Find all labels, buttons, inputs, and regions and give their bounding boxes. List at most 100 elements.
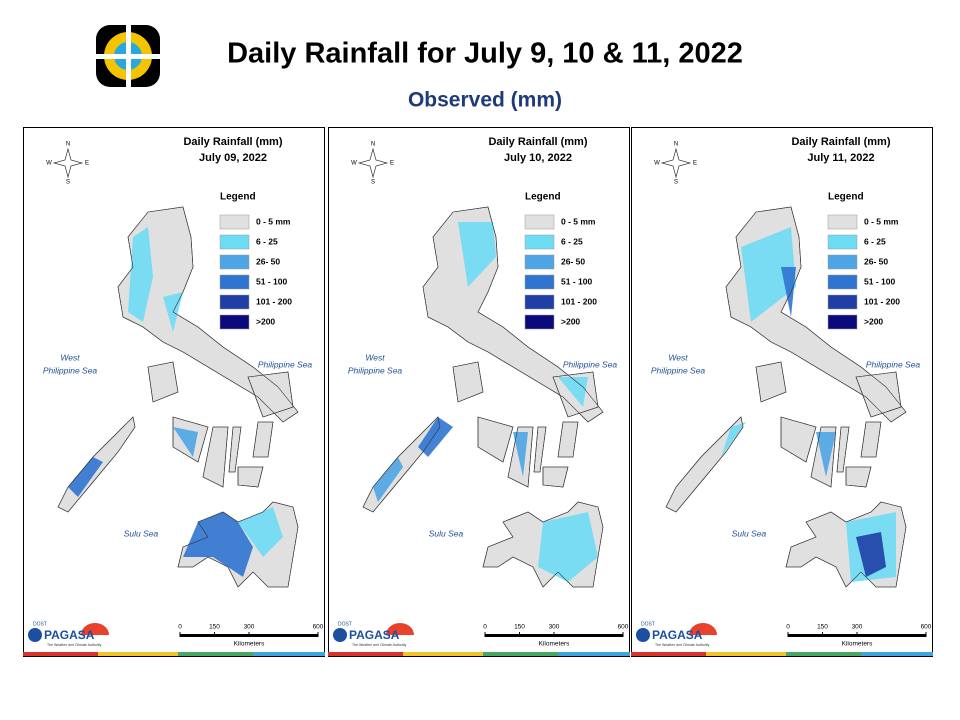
rainfall-area [721, 422, 746, 457]
logo-tagline: The Weather and Climate Authority [655, 643, 710, 647]
boundary [542, 466, 569, 488]
sea-label: Philippine Sea [866, 359, 921, 369]
scale-tick-label: 600 [313, 624, 324, 631]
logo-umbrella [689, 623, 717, 635]
rainfall-area [68, 457, 103, 497]
logo-top: DOST [338, 621, 352, 627]
legend-label: 26- 50 [561, 256, 585, 266]
scale-tick-label: 600 [921, 624, 932, 631]
rainfall-area [238, 507, 283, 557]
logo-name: PAGASA [349, 628, 400, 642]
boundary [172, 416, 209, 463]
sea-label: Sulu Sea [732, 528, 767, 538]
rainfall-area [513, 432, 528, 477]
rainfall-area [856, 532, 886, 577]
legend-label: 6 - 25 [864, 236, 886, 246]
legend-label: >200 [561, 316, 580, 326]
legend-swatch [524, 254, 555, 270]
logo-tagline: The Weather and Climate Authority [47, 643, 102, 647]
legend-label: 101 - 200 [561, 296, 597, 306]
boundary [477, 416, 514, 463]
boundary [482, 501, 604, 588]
legend-swatch [524, 214, 555, 230]
scale-tick-label: 150 [817, 624, 828, 631]
boundary [422, 206, 604, 423]
legend-label: 51 - 100 [864, 276, 895, 286]
legend-swatch [827, 234, 858, 250]
color-strip [403, 652, 483, 656]
boundary [665, 416, 744, 513]
logo-mark [333, 628, 347, 642]
compass-label: S [371, 180, 375, 186]
compass-label: E [85, 161, 89, 167]
legend-swatch [219, 214, 250, 230]
map-panel: Daily Rainfall (mm) July 10, 2022 N E S W Lege… [328, 127, 630, 657]
legend-swatch [524, 294, 555, 310]
boundary [810, 426, 837, 488]
compass-label: N [674, 142, 678, 148]
legend-swatch [524, 234, 555, 250]
legend-swatch [827, 294, 858, 310]
boundary [725, 206, 907, 423]
legend-swatch [524, 314, 555, 330]
scale-tick-label: 300 [549, 624, 560, 631]
boundary [252, 421, 274, 458]
legend-label: 0 - 5 mm [256, 216, 291, 226]
scale-tick-label: 300 [852, 624, 863, 631]
legend-swatch [524, 274, 555, 290]
legend-swatch [827, 254, 858, 270]
slide-subtitle: Observed (mm) [408, 89, 562, 112]
legend-swatch [219, 234, 250, 250]
color-strip [328, 652, 403, 656]
legend-swatch [219, 254, 250, 270]
compass-label: N [371, 142, 375, 148]
scale-tick-label: 0 [483, 624, 487, 631]
scale-tick-label: 0 [786, 624, 790, 631]
scale-tick-label: 150 [209, 624, 220, 631]
boundary [557, 421, 579, 458]
legend-title: Legend [220, 192, 256, 203]
compass-label: S [66, 180, 70, 186]
map-date: July 11, 2022 [807, 152, 874, 164]
boundary [147, 361, 179, 403]
logo-name: PAGASA [44, 628, 95, 642]
rainfall-area [458, 222, 496, 287]
sea-label: Sulu Sea [429, 528, 464, 538]
scale-tick-label: 0 [178, 624, 182, 631]
boundary [202, 426, 229, 488]
legend-swatch [827, 274, 858, 290]
boundary [247, 371, 294, 418]
map-panel: Daily Rainfall (mm) July 09, 2022 N E S W Lege… [23, 127, 325, 657]
color-strip [178, 652, 253, 656]
color-strip [706, 652, 786, 656]
boundary [755, 361, 787, 403]
rainfall-area [373, 457, 403, 502]
map-title: Daily Rainfall (mm) [488, 136, 587, 148]
compass-star [357, 147, 389, 179]
boundary [855, 371, 902, 418]
scale-unit: Kilometers [842, 641, 873, 648]
boundary [117, 206, 299, 423]
legend-label: 26- 50 [256, 256, 280, 266]
legend-label: >200 [864, 316, 883, 326]
legend-label: 0 - 5 mm [864, 216, 899, 226]
boundary [552, 371, 599, 418]
rainfall-area [816, 432, 836, 477]
legend-label: 26- 50 [864, 256, 888, 266]
sea-label: Sulu Sea [124, 528, 159, 538]
color-strip [483, 652, 558, 656]
header-logo [96, 25, 160, 87]
logo-mark [636, 628, 650, 642]
scale-tick-label: 300 [244, 624, 255, 631]
compass-label: E [390, 161, 394, 167]
boundary [237, 466, 264, 488]
logo-name: PAGASA [652, 628, 703, 642]
slide-title: Daily Rainfall for July 9, 10 & 11, 2022 [227, 38, 743, 70]
legend-swatch [827, 214, 858, 230]
color-strip [98, 652, 178, 656]
boundary [228, 426, 242, 473]
boundary [780, 416, 817, 463]
compass-label: W [351, 161, 357, 167]
compass-label: S [674, 180, 678, 186]
